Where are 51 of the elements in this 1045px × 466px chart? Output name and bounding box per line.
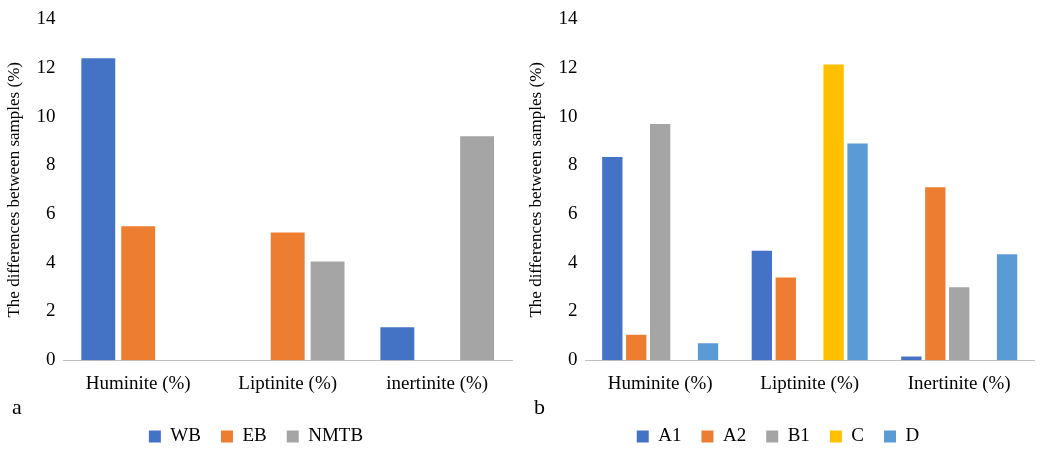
y-axis-title: The differences between samples (%)	[3, 62, 23, 318]
y-tick-label: 4	[45, 250, 56, 272]
y-tick-label: 10	[558, 104, 578, 126]
legend-label: EB	[242, 424, 267, 446]
y-tick-label: 12	[36, 56, 56, 78]
x-tick-label: Liptinite (%)	[238, 371, 338, 394]
bar	[925, 187, 946, 361]
bar	[626, 334, 647, 361]
y-tick-label: 12	[558, 56, 578, 78]
bar	[650, 124, 671, 361]
legend-label: B1	[787, 424, 810, 446]
y-tick-label: 6	[45, 202, 56, 224]
x-tick-label: Huminite (%)	[607, 371, 713, 394]
bar	[602, 156, 623, 361]
x-tick-label: Liptinite (%)	[760, 371, 860, 394]
bar	[697, 343, 719, 361]
y-tick-label: 2	[45, 299, 56, 321]
bar	[121, 226, 156, 361]
y-tick-label: 2	[567, 299, 578, 321]
bar	[270, 232, 305, 361]
bar	[996, 254, 1018, 361]
text: b	[534, 394, 545, 419]
legend-label: A2	[722, 424, 747, 446]
x-tick-label: inertinite (%)	[386, 371, 489, 394]
bar	[751, 250, 773, 361]
bar	[823, 64, 844, 361]
y-tick-label: 14	[558, 7, 578, 29]
legend-label: A1	[658, 424, 682, 446]
text: a	[12, 394, 22, 419]
y-tick-label: 0	[567, 348, 578, 370]
bar	[380, 327, 415, 361]
y-tick-label: 0	[45, 348, 56, 370]
y-tick-label: 4	[567, 250, 578, 272]
legend-label: C	[851, 424, 865, 446]
bar	[847, 143, 868, 361]
bar	[310, 261, 345, 361]
y-axis-title: The differences between samples (%)	[525, 62, 545, 318]
bar	[775, 277, 796, 361]
x-tick-label: Inertinite (%)	[907, 371, 1011, 394]
y-tick-label: 8	[45, 153, 56, 175]
y-tick-label: 10	[36, 104, 56, 126]
y-tick-label: 14	[36, 7, 56, 29]
x-tick-label: Huminite (%)	[85, 371, 191, 394]
y-tick-label: 8	[567, 153, 578, 175]
y-tick-label: 6	[567, 202, 578, 224]
legend-label: NMTB	[308, 424, 364, 446]
legend-label: WB	[170, 424, 201, 446]
bar	[460, 136, 495, 361]
bar	[81, 58, 116, 361]
legend-label: D	[905, 424, 920, 446]
bar	[949, 287, 970, 361]
